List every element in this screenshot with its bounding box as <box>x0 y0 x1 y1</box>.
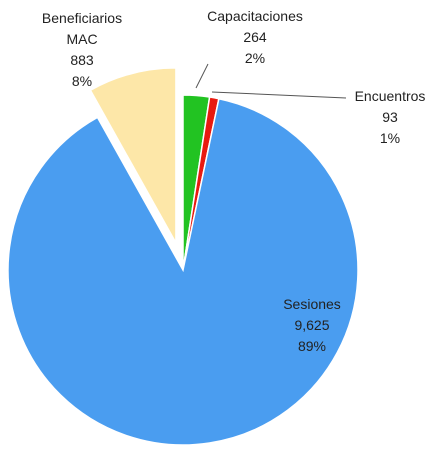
slice-label: Capacitaciones 264 2% <box>207 6 303 69</box>
categories: Beneficiarios MAC <box>41 10 123 47</box>
percentage-labels: 2% <box>244 50 266 66</box>
slice-label: Encuentros 93 1% <box>355 86 426 149</box>
value-labels: 93 <box>382 109 398 125</box>
slice-label: Sesiones 9,625 89% <box>283 294 341 357</box>
value-labels: 9,625 <box>294 317 330 333</box>
percentage-labels: 1% <box>379 130 401 146</box>
categories: Sesiones <box>283 296 341 312</box>
value-labels: 264 <box>243 29 267 45</box>
slice-label: Beneficiarios MAC 883 8% <box>42 8 122 92</box>
percentage-labels: 89% <box>297 338 327 354</box>
pie-slice <box>7 97 359 446</box>
leader-line <box>211 91 347 99</box>
categories: Capacitaciones <box>207 8 303 24</box>
categories: Encuentros <box>354 88 426 104</box>
leader-line <box>195 63 209 89</box>
value-labels: 883 <box>70 52 94 68</box>
percentage-labels: 8% <box>71 73 93 89</box>
pie-slice <box>89 67 177 246</box>
